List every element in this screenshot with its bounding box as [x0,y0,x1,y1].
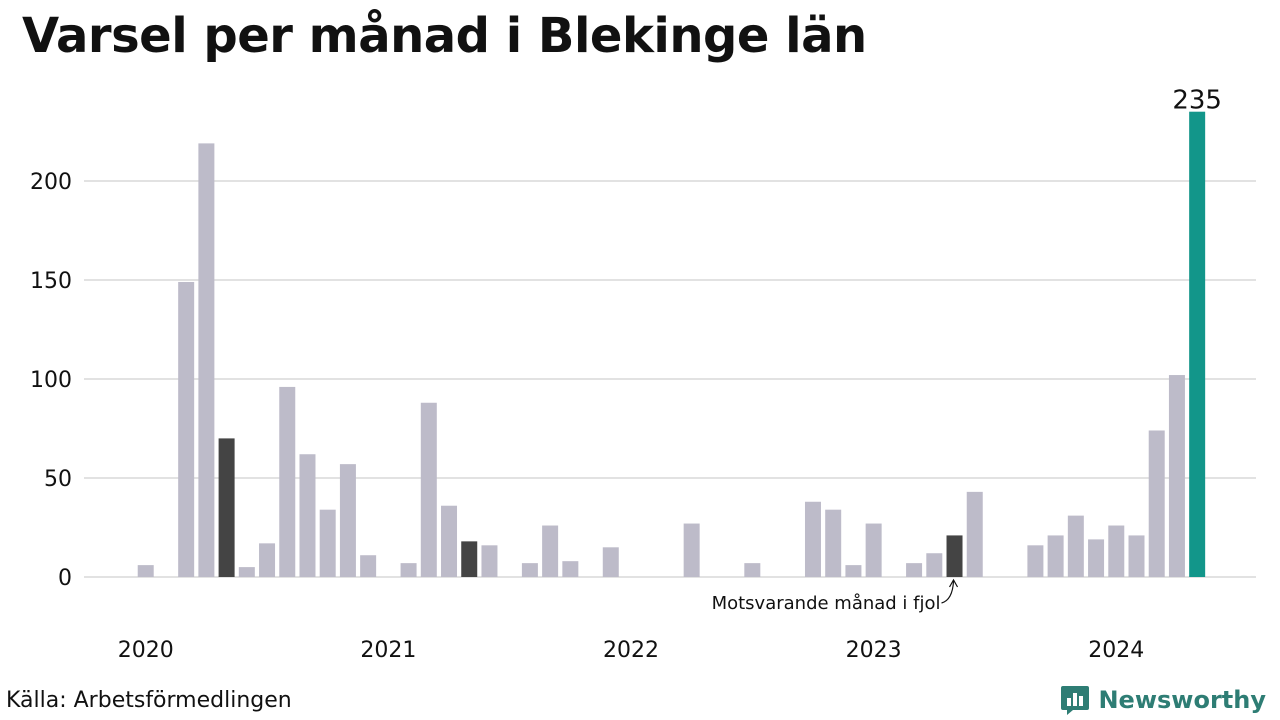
x-axis: 2020 2021 2022 2023 2024 [118,638,1145,663]
bar [1128,535,1145,577]
bar [845,565,862,577]
x-tick-label: 2020 [118,638,174,663]
bar [461,541,478,577]
bar-chart-speech-bubble-icon [1061,686,1090,715]
y-tick-label: 100 [30,368,72,393]
brand[interactable]: Newsworthy [1060,684,1266,716]
bar [542,525,559,577]
annotations: 235 Motsvarande månad i fjol [712,86,1222,614]
bar [137,565,154,577]
bar [966,491,983,577]
bar [906,563,923,577]
bar [683,523,700,577]
bar [339,464,356,577]
bar [744,563,761,577]
bar [1168,375,1185,577]
source-credit: Källa: Arbetsförmedlingen [6,688,292,713]
brand-name: Newsworthy [1098,686,1266,714]
bar [400,563,417,577]
bar [178,281,195,577]
bar [1067,515,1084,577]
annotation-text: Motsvarande månad i fjol [712,593,941,614]
bar [420,402,437,577]
bar [1108,525,1125,577]
bar [562,561,579,577]
y-tick-label: 50 [44,467,72,492]
bar [1047,535,1064,577]
x-tick-label: 2021 [360,638,416,663]
bar [218,438,235,577]
bar [481,545,498,577]
bar [279,386,296,577]
bar [441,505,458,577]
bar [946,535,963,577]
x-tick-label: 2022 [603,638,659,663]
y-tick-label: 200 [30,170,72,195]
bar [865,523,882,577]
x-tick-label: 2024 [1088,638,1144,663]
current-value-label: 235 [1172,86,1222,116]
annotation-arrowhead [948,578,959,588]
y-axis: 0 50 100 150 200 [30,170,72,591]
bar [360,555,377,577]
bars [137,111,1206,577]
y-tick-label: 150 [30,269,72,294]
y-tick-label: 0 [58,566,72,591]
bar [1148,430,1165,577]
bar [1189,111,1206,577]
bar [319,509,336,577]
x-tick-label: 2023 [846,638,902,663]
bar [926,553,943,577]
bar [299,454,316,577]
chart-title: Varsel per månad i Blekinge län [22,8,867,64]
bar [521,563,538,577]
bar-chart: 0 50 100 150 200 2020 2021 2022 2023 2024 235 Mot… [30,86,1256,663]
bar [804,501,821,577]
bar [825,509,842,577]
bar [602,547,619,577]
bar [1088,539,1105,577]
bar [238,567,255,577]
bar [1027,545,1044,577]
bar [198,143,215,577]
bar [259,543,276,577]
annotation-arrow [941,580,955,604]
